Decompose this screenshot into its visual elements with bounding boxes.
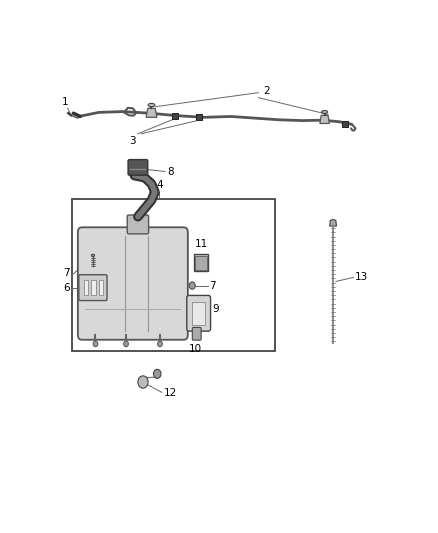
Bar: [72, 199, 276, 351]
Bar: [99, 280, 103, 295]
Text: 11: 11: [194, 239, 208, 249]
Text: 6: 6: [64, 282, 70, 293]
Polygon shape: [330, 220, 336, 226]
Ellipse shape: [91, 254, 95, 257]
FancyBboxPatch shape: [79, 274, 107, 301]
Circle shape: [154, 369, 161, 378]
Text: 9: 9: [212, 304, 219, 313]
FancyBboxPatch shape: [192, 327, 201, 340]
Text: 4: 4: [156, 180, 162, 190]
Text: 2: 2: [264, 86, 270, 96]
Ellipse shape: [321, 110, 328, 114]
Circle shape: [189, 282, 195, 289]
Polygon shape: [342, 121, 348, 127]
Polygon shape: [146, 108, 157, 117]
FancyBboxPatch shape: [127, 215, 148, 234]
Circle shape: [158, 341, 162, 347]
Ellipse shape: [148, 103, 155, 107]
Bar: [195, 256, 207, 270]
Circle shape: [138, 376, 148, 388]
Polygon shape: [196, 115, 202, 120]
Text: 3: 3: [130, 136, 136, 146]
Bar: [91, 280, 96, 295]
Bar: [84, 280, 88, 295]
Polygon shape: [320, 115, 329, 124]
FancyBboxPatch shape: [128, 159, 148, 175]
Bar: [192, 302, 205, 325]
Text: 1: 1: [62, 96, 68, 107]
FancyBboxPatch shape: [78, 227, 188, 340]
Text: 7: 7: [209, 280, 216, 290]
Circle shape: [124, 341, 128, 347]
Circle shape: [93, 341, 98, 347]
FancyBboxPatch shape: [187, 295, 211, 331]
Polygon shape: [172, 113, 178, 118]
Text: 7: 7: [64, 268, 70, 278]
Bar: [194, 254, 208, 271]
Text: 8: 8: [167, 167, 173, 177]
Text: 12: 12: [163, 388, 177, 398]
Text: 10: 10: [189, 344, 202, 354]
Text: 13: 13: [355, 271, 368, 281]
